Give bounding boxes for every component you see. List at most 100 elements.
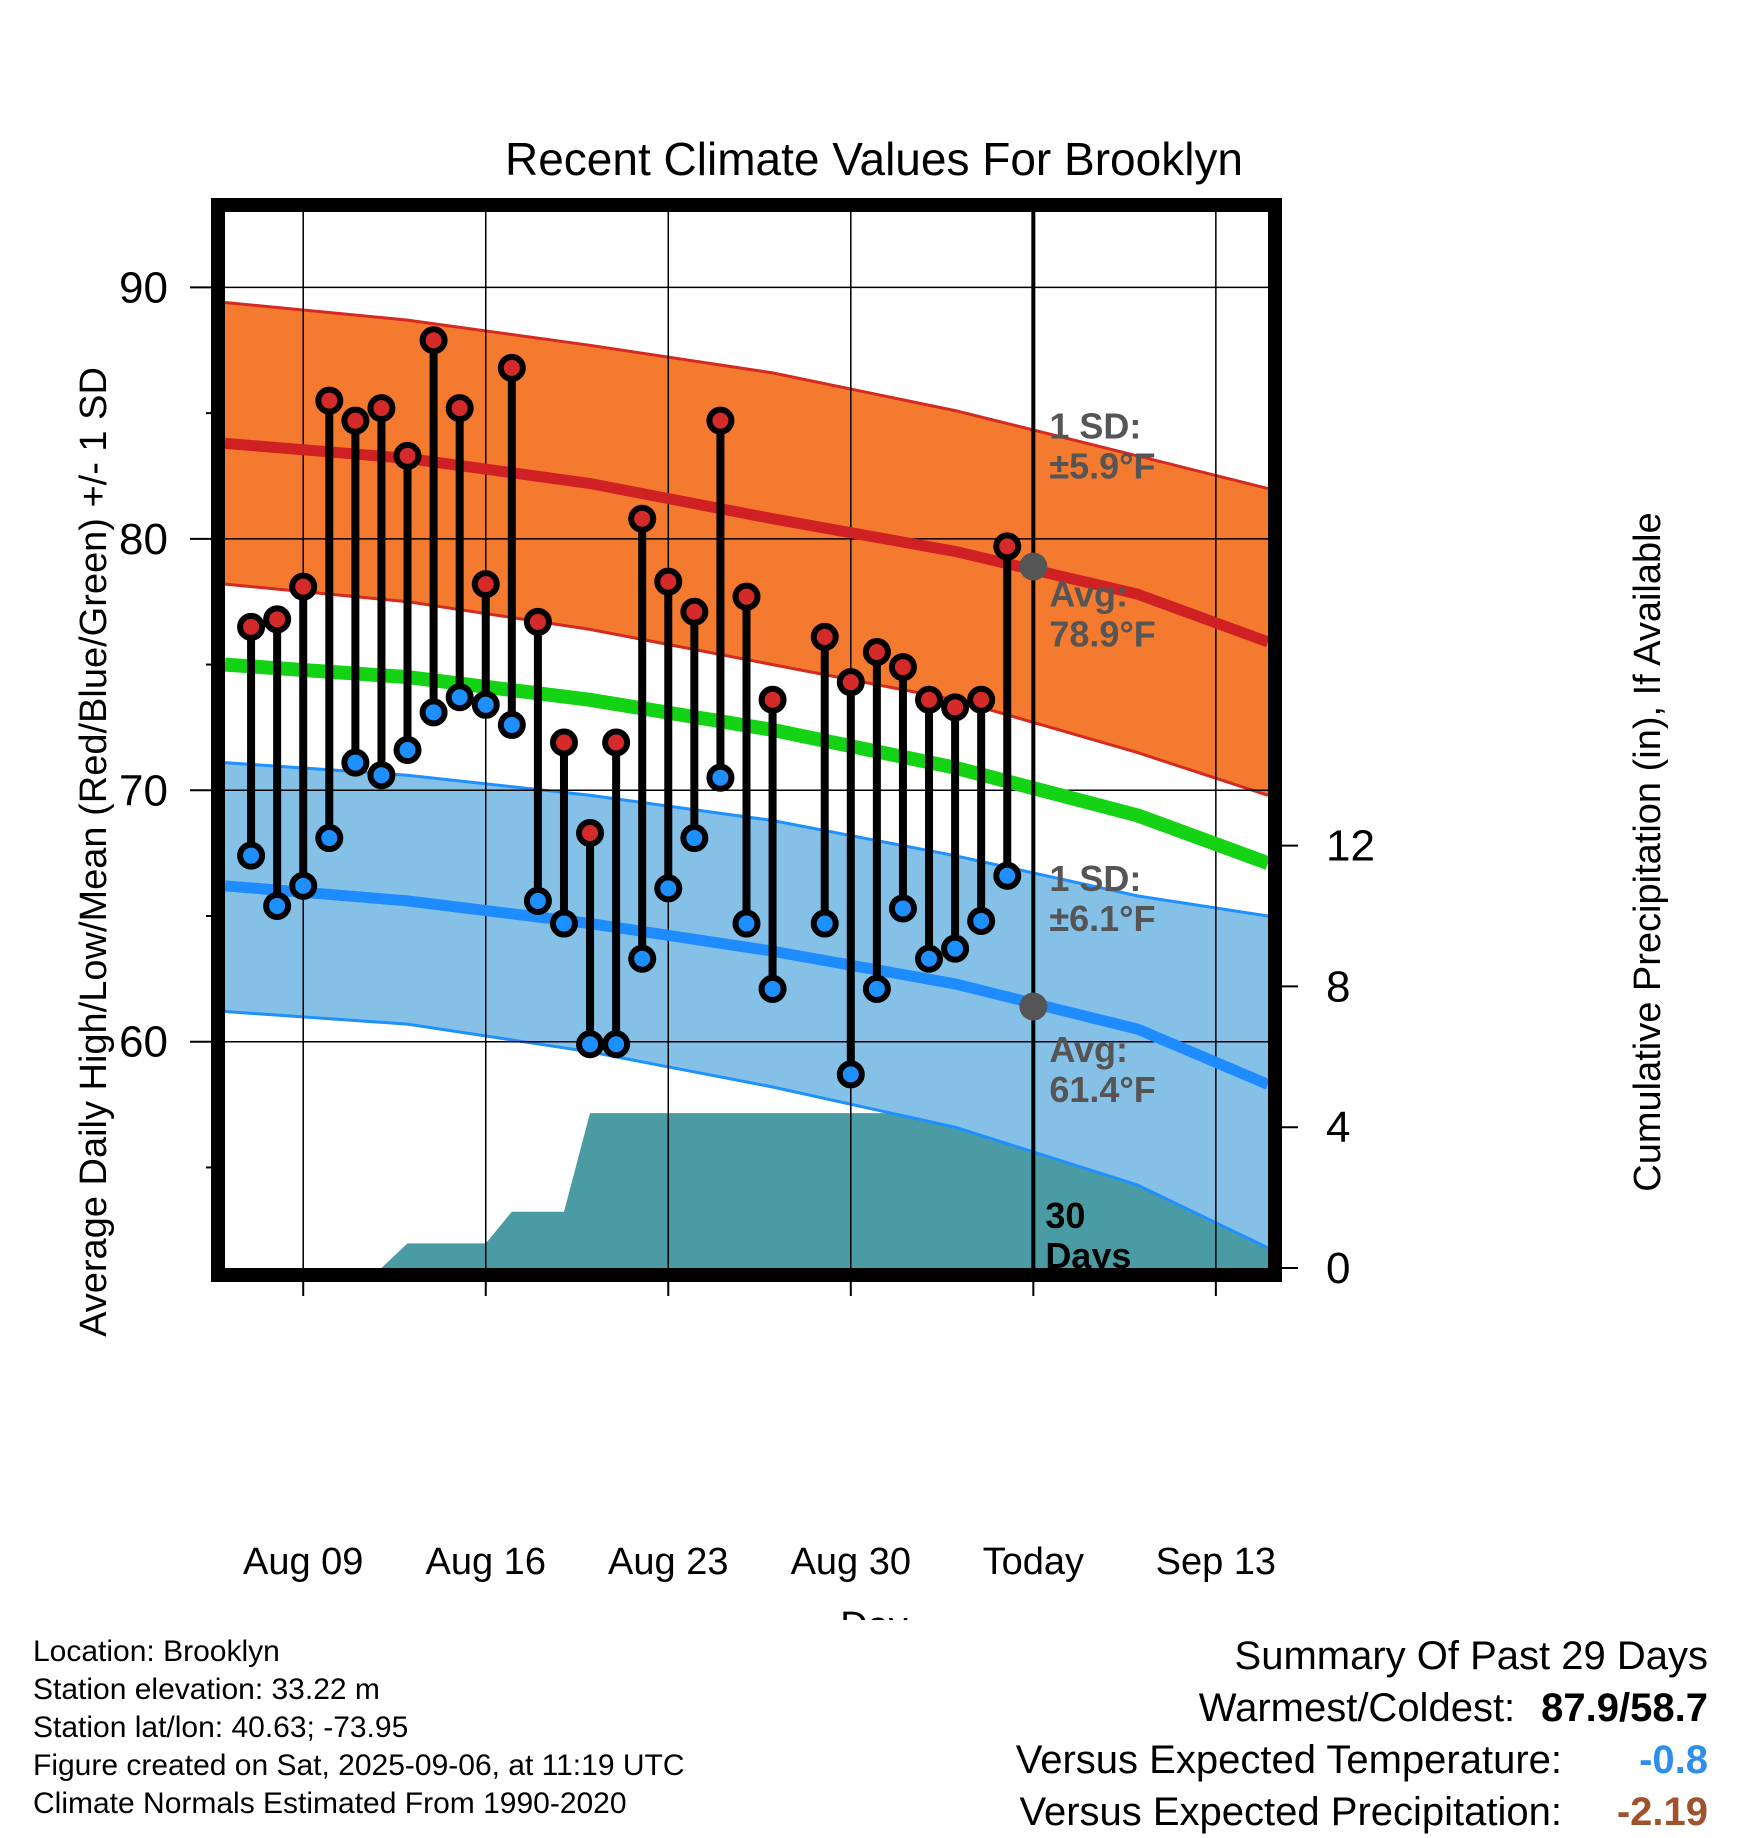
observed-high-point [628, 504, 657, 533]
observed-low-point [471, 690, 500, 719]
y-tick-label: 60 [119, 1018, 168, 1067]
observed-high-point [941, 693, 970, 722]
x-tick-label: Aug 23 [608, 1541, 728, 1583]
observed-high-point [497, 353, 526, 382]
observed-high-point [367, 394, 396, 423]
today-high-normal-marker [1019, 552, 1048, 581]
observed-low-point [289, 871, 318, 900]
temperature-value: -0.8 [1639, 1738, 1708, 1782]
observed-high-point [549, 728, 578, 757]
observed-low-point [915, 944, 944, 973]
observed-high-point [706, 406, 735, 435]
observed-high-point [680, 597, 709, 626]
annotation-low-avg: Avg: 61.4°F [1049, 1029, 1155, 1110]
observed-low-point [967, 907, 996, 936]
location-text: Location: Brooklyn [33, 1635, 280, 1668]
created-text: Figure created on Sat, 2025-09-06, at 11… [33, 1749, 685, 1782]
low-sd-lower-edge [225, 1010, 1268, 1250]
chart-title: Recent Climate Values For Brooklyn [505, 133, 1243, 185]
observed-low-point [497, 710, 526, 739]
summary-precipitation: Versus Expected Precipitation: -2.19 [1016, 1786, 1708, 1838]
y2-tick-label: 0 [1326, 1244, 1350, 1293]
observed-low-point [341, 748, 370, 777]
summary-title: Summary Of Past 29 Days [1234, 1634, 1708, 1678]
latlon-text: Station lat/lon: 40.63; -73.95 [33, 1711, 409, 1744]
observed-high-point [393, 441, 422, 470]
y2-axis-label: Cumulative Precipitation (in), If Availa… [1627, 512, 1669, 1191]
annotation-line: Days [1045, 1235, 1131, 1276]
observed-low-point [419, 698, 448, 727]
observed-low-point [862, 974, 891, 1003]
observed-high-point [419, 326, 448, 355]
x-tick-label: Aug 16 [426, 1541, 546, 1583]
annotation-line: Avg: [1049, 574, 1128, 615]
y-tick-label: 80 [119, 515, 168, 564]
observed-high-point [263, 605, 292, 634]
annotation-line: 78.9°F [1049, 614, 1155, 655]
observed-high-point [576, 819, 605, 848]
elevation-text: Station elevation: 33.22 m [33, 1673, 380, 1706]
annotation-line: 1 SD: [1049, 858, 1141, 899]
x-tick-label: Today [983, 1541, 1084, 1583]
annotation-line: 1 SD: [1049, 405, 1141, 446]
annotation-line: ±5.9°F [1049, 445, 1155, 486]
observed-high-point [289, 572, 318, 601]
observed-low-point [993, 861, 1022, 890]
precipitation-label: Versus Expected Precipitation: [1019, 1790, 1562, 1834]
annotation-line: 61.4°F [1049, 1069, 1155, 1110]
observed-low-point [706, 763, 735, 792]
observed-low-point [941, 934, 970, 963]
observed-low-point [445, 683, 474, 712]
observed-low-point [237, 841, 266, 870]
observed-high-point [758, 685, 787, 714]
observed-low-point [732, 909, 761, 938]
observed-low-point [810, 909, 839, 938]
observed-low-point [549, 909, 578, 938]
observed-high-point [602, 728, 631, 757]
x-tick-label: Aug 09 [243, 1541, 363, 1583]
annotation-high-sd: 1 SD: ±5.9°F [1049, 405, 1155, 486]
observed-low-point [393, 736, 422, 765]
observed-low-point [888, 894, 917, 923]
observed-low-point [758, 974, 787, 1003]
observed-low-point [523, 886, 552, 915]
y-tick-label: 90 [119, 263, 168, 312]
annotation-high-avg: Avg: 78.9°F [1049, 574, 1155, 655]
y2-tick-label: 12 [1326, 822, 1375, 871]
plot-frame [211, 198, 1282, 1282]
temperature-label: Versus Expected Temperature: [1015, 1738, 1562, 1782]
x-axis-label: Day [840, 1605, 908, 1620]
observed-high-point [888, 653, 917, 682]
observed-high-point [915, 685, 944, 714]
climate-chart: Recent Climate Values For Brooklyn 1 SD:… [73, 133, 1669, 1620]
observed-high-point [471, 570, 500, 599]
summary-temperature: Versus Expected Temperature: -0.8 [1016, 1734, 1708, 1786]
observed-high-point [315, 386, 344, 415]
y2-tick-label: 8 [1326, 962, 1350, 1011]
summary-panel: Summary Of Past 29 Days Warmest/Coldest:… [1016, 1630, 1708, 1838]
normals-text: Climate Normals Estimated From 1990-2020 [33, 1787, 627, 1820]
y2-tick-label: 4 [1326, 1103, 1350, 1152]
observed-low-point [576, 1030, 605, 1059]
annotation-line: ±6.1°F [1049, 898, 1155, 939]
annotation-line: 30 [1045, 1195, 1085, 1236]
summary-warmest-coldest: Warmest/Coldest: 87.9/58.7 [1016, 1682, 1708, 1734]
observed-high-point [993, 532, 1022, 561]
observed-high-point [810, 622, 839, 651]
observed-low-point [654, 874, 683, 903]
today-low-normal-marker [1019, 992, 1048, 1021]
precipitation-value: -2.19 [1616, 1790, 1708, 1834]
observed-high-point [862, 638, 891, 666]
observed-high-point [341, 406, 370, 435]
observed-low-point [680, 824, 709, 853]
y-tick-label: 70 [119, 766, 168, 815]
annotation-low-sd: 1 SD: ±6.1°F [1049, 858, 1155, 939]
observed-high-point [967, 685, 996, 714]
y-axis-label: Average Daily High/Low/Mean (Red/Blue/Gr… [73, 367, 115, 1337]
observed-high-point [732, 582, 761, 611]
x-tick-label: Sep 13 [1156, 1541, 1276, 1583]
observed-low-point [263, 891, 292, 920]
station-info: Location: Brooklyn Station elevation: 33… [33, 1633, 685, 1823]
